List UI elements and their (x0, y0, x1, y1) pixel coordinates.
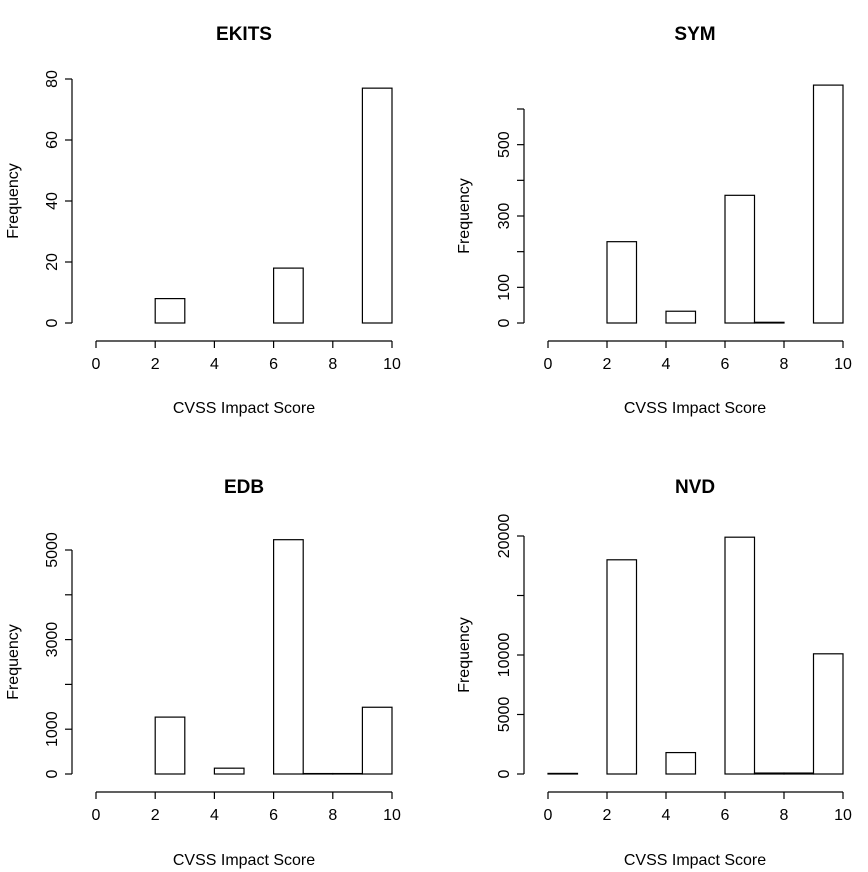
x-tick-label: 6 (721, 356, 730, 373)
chart-title: SYM (674, 24, 715, 45)
histogram-bar (154, 298, 186, 324)
y-tick-label: 20 (44, 253, 61, 271)
y-tick-label: 20000 (496, 514, 513, 559)
y-axis-label: Frequency (5, 163, 22, 239)
y-tick-label: 40 (44, 192, 61, 210)
histogram-bar (665, 751, 697, 775)
histogram-bar (361, 87, 393, 324)
y-tick-label: 100 (496, 274, 513, 301)
y-tick-label: 3000 (44, 622, 61, 658)
histogram-bar (812, 84, 844, 324)
panel-ekits: EKITS 0 2 4 6 8 10 0 20 40 60 80 CVSS Impact Score Fr… (5, 24, 401, 417)
histogram-bar (606, 241, 638, 324)
histogram-bar (547, 772, 579, 775)
y-tick-label: 5000 (496, 697, 513, 733)
histogram-bar (665, 310, 697, 324)
y-tick-label: 0 (44, 769, 61, 778)
x-tick-label: 2 (603, 807, 612, 824)
chart-title: NVD (675, 477, 715, 498)
x-tick-label: 4 (662, 807, 671, 824)
x-tick-label: 8 (780, 356, 789, 373)
chart-title: EDB (224, 477, 264, 498)
y-tick-label: 0 (496, 769, 513, 778)
x-tick-label: 0 (92, 807, 101, 824)
panel-nvd: NVD 0 2 4 6 8 10 0 5000 10000 20000 CVSS Impact Sco… (456, 477, 852, 869)
x-tick-label: 8 (780, 807, 789, 824)
panel-edb: EDB 0 2 4 6 8 10 0 1000 3000 5000 CVSS Impact Score… (5, 477, 401, 869)
y-tick-label: 1000 (44, 711, 61, 747)
y-axis-label: Frequency (5, 624, 22, 700)
y-tick-label: 300 (496, 203, 513, 230)
x-tick-label: 6 (269, 807, 278, 824)
x-tick-label: 2 (151, 356, 160, 373)
x-axis-label: CVSS Impact Score (624, 400, 766, 417)
histogram-bar (606, 559, 638, 775)
x-tick-label: 8 (328, 356, 337, 373)
histogram-bar (812, 653, 844, 775)
histogram-bar (724, 194, 756, 324)
x-tick-label: 6 (721, 807, 730, 824)
y-tick-label: 60 (44, 131, 61, 149)
histogram-bar (273, 267, 304, 324)
x-axis-label: CVSS Impact Score (624, 852, 766, 869)
x-tick-label: 10 (834, 356, 852, 373)
y-tick-label: 500 (496, 131, 513, 158)
y-axis-label: Frequency (456, 178, 473, 254)
x-tick-label: 4 (210, 356, 219, 373)
y-tick-label: 10000 (496, 633, 513, 678)
histogram-bar (724, 536, 756, 775)
histogram-bar (753, 321, 785, 324)
chart-title: EKITS (216, 24, 272, 45)
x-tick-label: 0 (92, 356, 101, 373)
x-tick-label: 0 (544, 807, 553, 824)
x-tick-label: 8 (328, 807, 337, 824)
y-tick-label: 0 (44, 318, 61, 327)
histogram-bar (273, 539, 304, 775)
x-tick-label: 0 (544, 356, 553, 373)
histogram-bar (154, 716, 186, 775)
x-axis-label: CVSS Impact Score (173, 400, 315, 417)
histogram-bar (753, 772, 785, 775)
histogram-bar (213, 767, 245, 775)
x-axis-label: CVSS Impact Score (173, 852, 315, 869)
x-tick-label: 6 (269, 356, 278, 373)
x-tick-label: 10 (834, 807, 852, 824)
histogram-bar (783, 772, 815, 775)
y-tick-label: 0 (496, 318, 513, 327)
x-tick-label: 10 (383, 807, 401, 824)
x-tick-label: 4 (662, 356, 671, 373)
y-tick-label: 80 (44, 70, 61, 88)
y-tick-label: 5000 (44, 532, 61, 568)
x-tick-label: 4 (210, 807, 219, 824)
y-axis-label: Frequency (456, 617, 473, 693)
x-tick-label: 10 (383, 356, 401, 373)
x-tick-label: 2 (603, 356, 612, 373)
histogram-bar (361, 706, 393, 775)
x-tick-label: 2 (151, 807, 160, 824)
